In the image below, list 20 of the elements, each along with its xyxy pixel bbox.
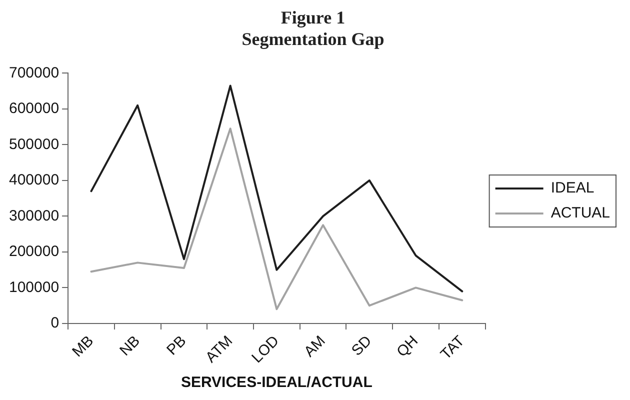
x-tick-label: AM	[300, 332, 329, 360]
chart-title: Figure 1	[280, 7, 346, 28]
x-tick-label: NB	[116, 332, 144, 360]
legend-label: IDEAL	[550, 180, 594, 197]
chart-subtitle: Segmentation Gap	[242, 29, 384, 50]
y-tick-label: 600000	[8, 100, 60, 118]
x-tick-label: TAT	[437, 332, 468, 364]
x-axis-title: SERVICES-IDEAL/ACTUAL	[180, 374, 372, 392]
x-tick-label: PB	[164, 332, 190, 359]
y-tick-label: 700000	[8, 64, 60, 82]
y-tick-label: 500000	[8, 136, 60, 153]
x-tick-label: MB	[69, 332, 97, 360]
y-tick-label: 200000	[8, 243, 60, 260]
y-tick-label: 100000	[8, 278, 60, 296]
y-tick-label: 0	[50, 314, 60, 332]
x-tick-label: SD	[348, 332, 376, 360]
y-tick-label: 300000	[8, 207, 60, 224]
x-tick-label: QH	[394, 332, 422, 360]
y-tick-label: 400000	[8, 172, 60, 189]
legend-label: ACTUAL	[550, 204, 610, 222]
